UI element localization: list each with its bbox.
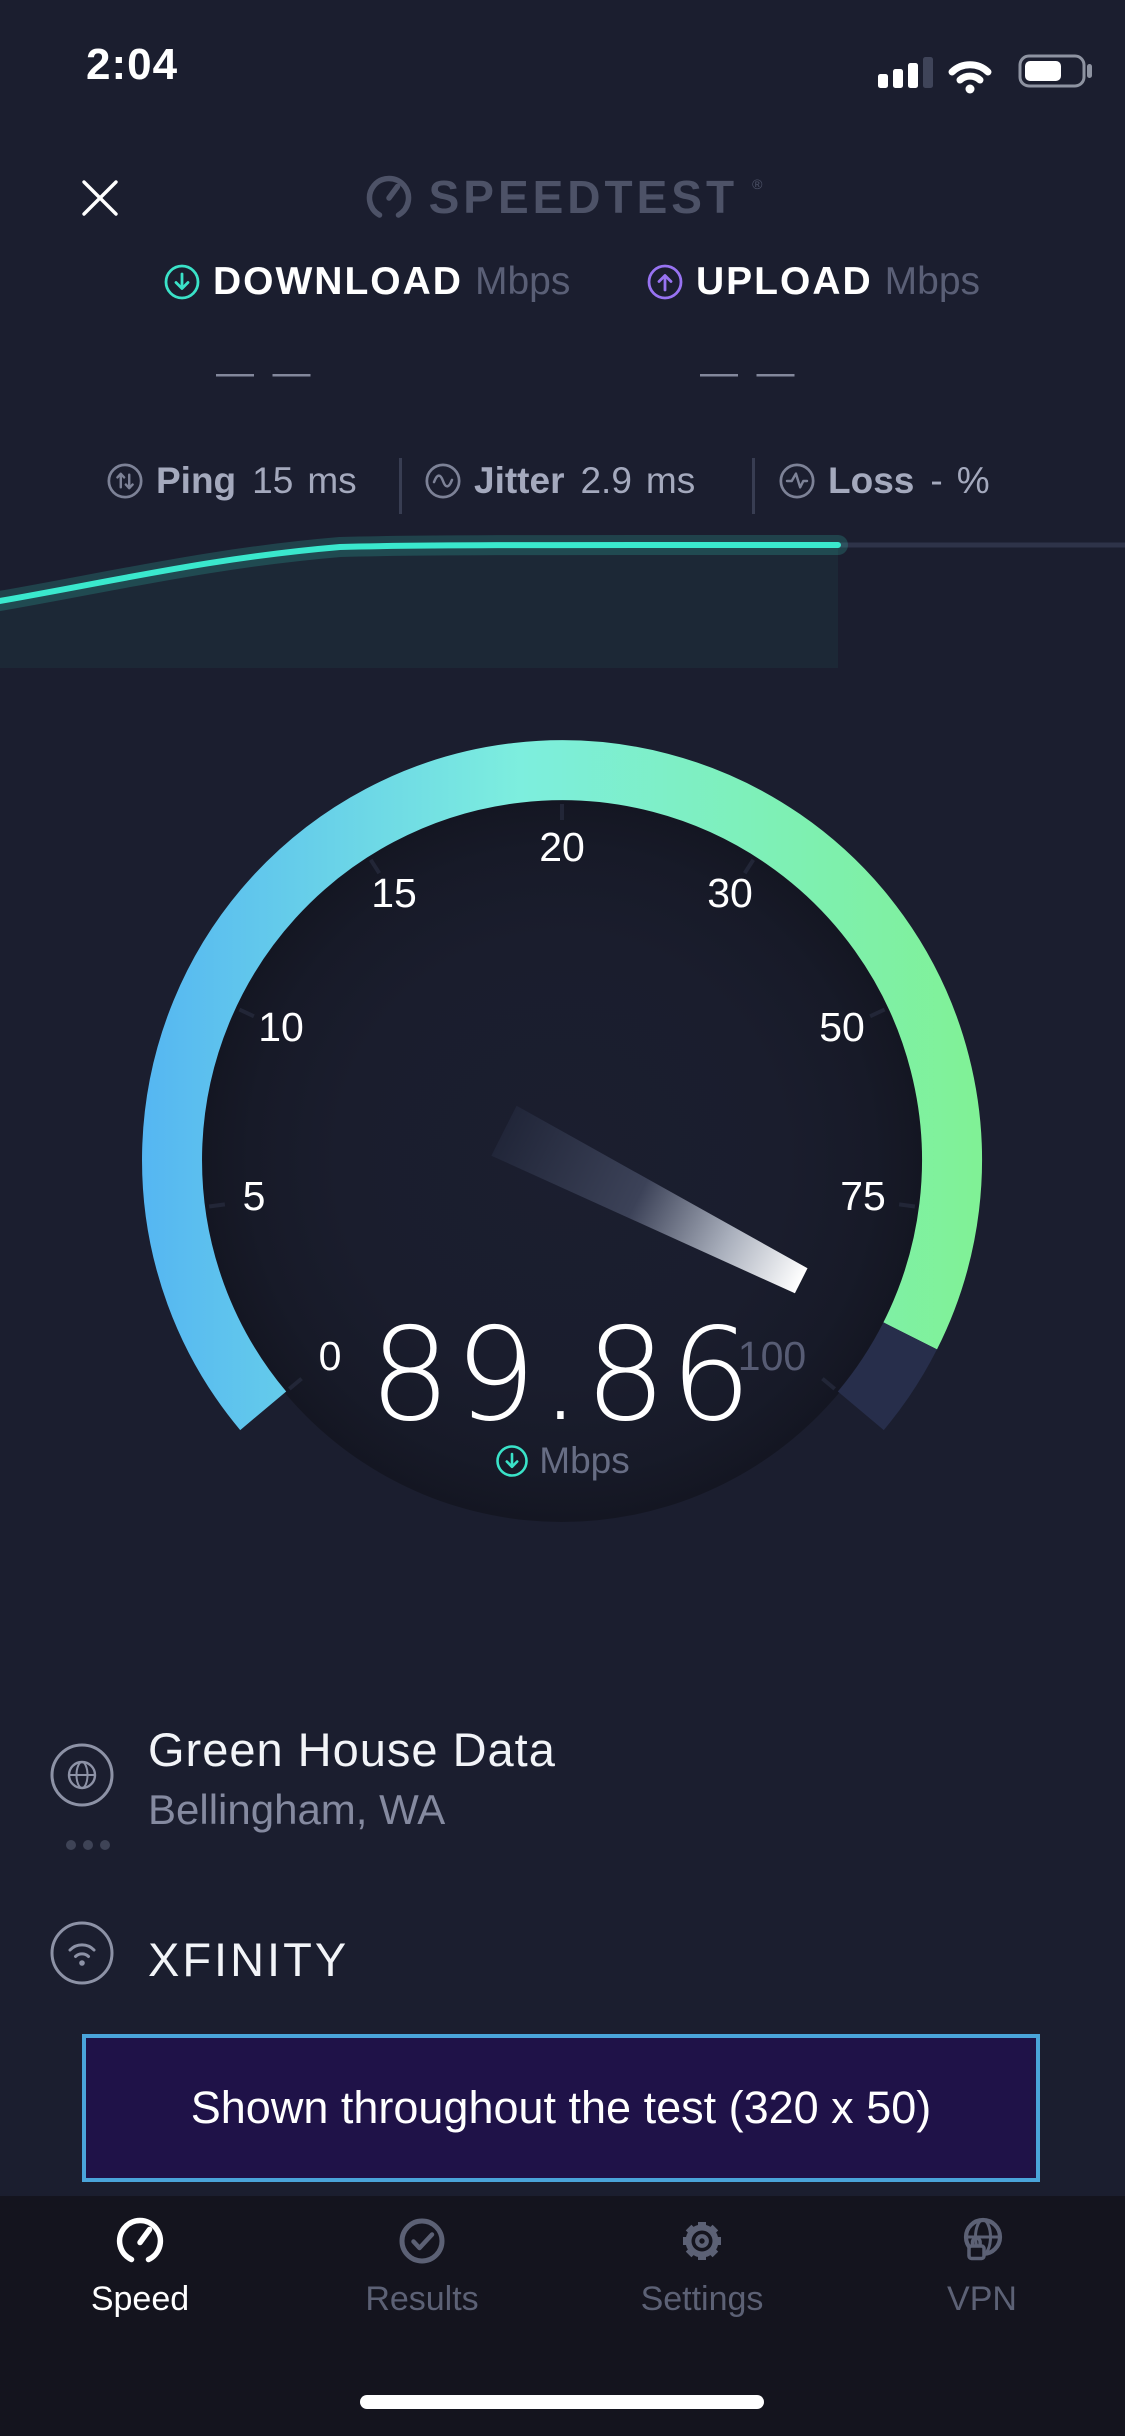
status-bar-icons <box>878 54 1092 94</box>
server-options-button[interactable] <box>66 1840 110 1850</box>
gauge-scale-label: 20 <box>539 824 585 870</box>
isp-name: XFINITY <box>148 1933 350 1986</box>
gauge-scale-label: 75 <box>840 1173 886 1219</box>
download-metric: DOWNLOAD Mbps <box>163 260 570 304</box>
server-name: Green House Data <box>148 1723 556 1776</box>
gear-icon <box>683 2222 721 2260</box>
dot <box>66 1840 76 1850</box>
gauge-progress-arc <box>142 740 983 1431</box>
stat-divider <box>399 458 402 514</box>
download-circle-icon <box>496 1445 529 1477</box>
upload-unit: Mbps <box>884 260 981 303</box>
isp-wifi-icon <box>50 1921 114 1985</box>
server-globe-icon <box>50 1743 114 1807</box>
ping-label: Ping <box>156 460 237 501</box>
gauge-icon <box>116 2217 164 2263</box>
upload-value-placeholder: — — <box>700 352 799 394</box>
gauge-remaining-arc <box>837 1321 937 1431</box>
server-location: Bellingham, WA <box>148 1786 446 1833</box>
loss-value: - <box>930 460 943 501</box>
ad-banner-text: Shown throughout the test (320 x 50) <box>190 2082 932 2133</box>
gauge-tick-marks <box>208 804 916 1391</box>
ad-banner[interactable]: Shown throughout the test (320 x 50) <box>82 2034 1040 2182</box>
battery-icon <box>1018 54 1092 88</box>
packet-loss-icon <box>779 463 815 499</box>
loss-label: Loss <box>828 460 915 501</box>
loss-stat: Loss - % <box>778 460 990 502</box>
gauge-scale-label: 50 <box>819 1004 865 1050</box>
upload-label: UPLOAD <box>696 260 873 303</box>
download-label: DOWNLOAD <box>213 260 463 303</box>
upload-circle-icon <box>647 264 683 300</box>
stat-divider <box>752 458 755 514</box>
jitter-unit: ms <box>645 460 696 501</box>
download-unit: Mbps <box>474 260 571 303</box>
wifi-icon <box>948 61 992 94</box>
download-circle-icon <box>164 264 200 300</box>
cellular-signal-icon <box>878 57 933 88</box>
tab-results-label: Results <box>365 2280 479 2318</box>
check-circle-icon <box>399 2218 445 2264</box>
tab-vpn-label: VPN <box>947 2280 1017 2318</box>
ping-stat: Ping 15 ms <box>106 460 357 502</box>
gauge-scale-label-max: 100 <box>738 1333 806 1379</box>
app-logo: SPEEDTEST ® <box>0 170 1125 224</box>
dot <box>83 1840 93 1850</box>
speedtest-logo-icon <box>366 175 411 218</box>
tab-settings-label: Settings <box>640 2280 764 2318</box>
close-icon <box>82 180 118 216</box>
dot <box>100 1840 110 1850</box>
tab-speed-label: Speed <box>90 2280 190 2318</box>
tab-speed[interactable]: Speed <box>60 2208 220 2319</box>
loss-unit: % <box>956 460 990 501</box>
gauge-needle <box>491 1105 808 1294</box>
gauge-scale-labels: 0 5 10 15 20 30 50 75 100 <box>243 824 886 1379</box>
jitter-icon <box>425 463 461 499</box>
ping-icon <box>107 463 143 499</box>
ping-unit: ms <box>307 460 357 501</box>
status-bar-time: 2:04 <box>86 40 179 89</box>
gauge-scale-label: 15 <box>371 870 417 916</box>
gauge-scale-label: 10 <box>258 1004 304 1050</box>
download-value-placeholder: — — <box>216 352 315 394</box>
gauge-scale-label: 30 <box>707 870 753 916</box>
jitter-value: 2.9 <box>580 460 632 501</box>
throughput-sparkline <box>0 534 1125 668</box>
upload-metric: UPLOAD Mbps <box>646 260 980 304</box>
app-logo-text: SPEEDTEST <box>428 171 739 223</box>
speed-unit-label: Mbps <box>539 1440 630 1481</box>
globe-lock-icon <box>963 2217 1003 2261</box>
tab-results[interactable]: Results <box>342 2208 502 2319</box>
gauge-scale-label: 0 <box>319 1333 342 1379</box>
tab-vpn[interactable]: VPN <box>902 2208 1062 2319</box>
close-button[interactable] <box>76 174 124 222</box>
gauge-scale-label: 5 <box>243 1173 266 1219</box>
download-speed-value: 89.86 <box>369 1301 756 1450</box>
home-indicator[interactable] <box>360 2395 764 2409</box>
tab-settings[interactable]: Settings <box>622 2208 782 2319</box>
trademark-mark: ® <box>752 176 763 192</box>
ping-value: 15 <box>252 460 294 501</box>
jitter-stat: Jitter 2.9 ms <box>424 460 695 502</box>
jitter-label: Jitter <box>474 460 565 501</box>
speed-unit-row: Mbps <box>0 1440 1125 1482</box>
